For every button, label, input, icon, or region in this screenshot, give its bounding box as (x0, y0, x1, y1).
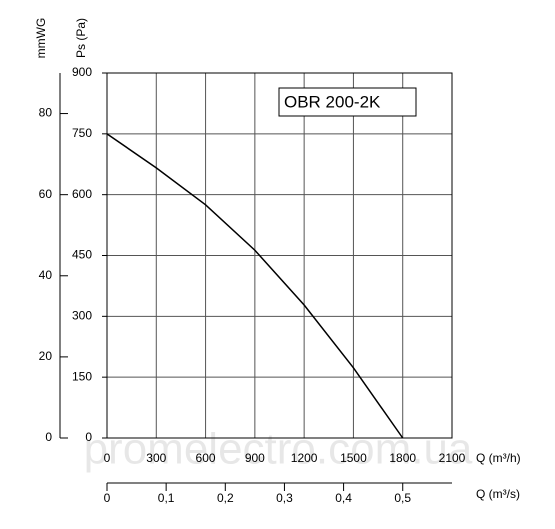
x-tick-label: 1500 (340, 451, 367, 465)
y-tick-label: 450 (72, 248, 92, 262)
x-axis-title: Q (m³/h) (476, 451, 521, 465)
x2-tick-label: 0,3 (276, 491, 293, 505)
x2-tick-label: 0 (104, 491, 111, 505)
legend-box (278, 87, 417, 117)
x2-tick-label: 0,4 (335, 491, 352, 505)
legend-label: OBR 200-2K (284, 92, 381, 111)
watermark: promelectro.com.ua (84, 425, 473, 474)
x-tick-label: 2100 (439, 451, 466, 465)
x-tick-label: 300 (146, 451, 166, 465)
x-tick-label: 1200 (291, 451, 318, 465)
y2-tick-label: 60 (39, 187, 53, 201)
x-tick-label: 0 (104, 451, 111, 465)
series-line (106, 133, 404, 439)
x-tick-label: 1800 (389, 451, 416, 465)
x2-tick-label: 0,5 (394, 491, 411, 505)
y2-tick-label: 40 (39, 268, 53, 282)
x-tick-label: 600 (196, 451, 216, 465)
x2-axis-title: Q (m³/s) (476, 487, 520, 501)
x2-tick-label: 0,1 (158, 491, 175, 505)
y-axis-title: Ps (Pa) (74, 18, 88, 58)
y-tick-label: 900 (72, 65, 92, 79)
y2-tick-label: 0 (45, 430, 52, 444)
x-tick-label: 900 (245, 451, 265, 465)
y-tick-label: 600 (72, 187, 92, 201)
x2-tick-label: 0,2 (217, 491, 234, 505)
plot-border (106, 72, 453, 439)
y2-tick-label: 20 (39, 349, 53, 363)
y2-axis-title: mmWG (34, 18, 48, 59)
y2-tick-label: 80 (39, 106, 53, 120)
y-tick-label: 750 (72, 126, 92, 140)
y-tick-label: 0 (85, 430, 92, 444)
y-tick-label: 150 (72, 369, 92, 383)
y-tick-label: 300 (72, 309, 92, 323)
